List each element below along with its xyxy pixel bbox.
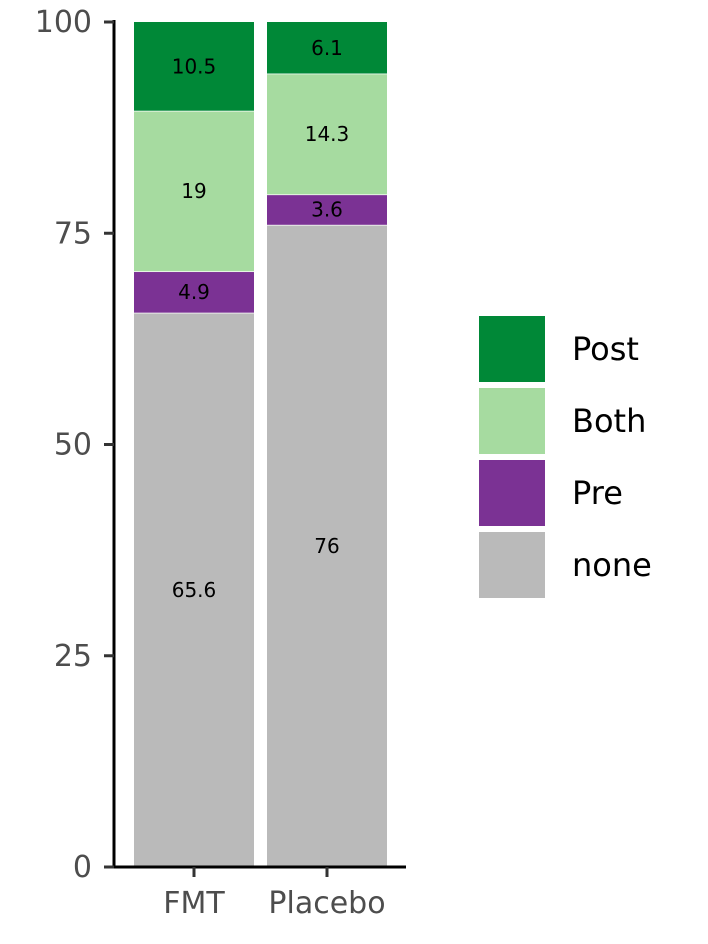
data-labels-layer: 65.6 4.9 19 10.5 76 3.6 14.3 6.1 bbox=[172, 36, 350, 602]
bar-fmt-none bbox=[134, 313, 254, 867]
axes-layer: 0 25 50 75 100 FMT Placebo bbox=[35, 5, 406, 921]
data-label-fmt-pre: 4.9 bbox=[178, 280, 210, 304]
legend-label-none: none bbox=[572, 546, 652, 584]
bar-fmt-pre bbox=[134, 272, 254, 313]
bar-placebo-both bbox=[267, 74, 387, 195]
legend: Post Both Pre none bbox=[479, 316, 652, 598]
y-tick-label: 75 bbox=[54, 216, 92, 251]
x-tick-label-fmt: FMT bbox=[163, 886, 225, 921]
bar-fmt-post bbox=[134, 22, 254, 111]
data-label-placebo-post: 6.1 bbox=[311, 36, 343, 60]
data-label-fmt-post: 10.5 bbox=[172, 54, 217, 78]
data-label-fmt-both: 19 bbox=[181, 179, 206, 203]
bar-placebo-pre bbox=[267, 195, 387, 225]
bar-placebo-post bbox=[267, 22, 387, 74]
data-label-placebo-pre: 3.6 bbox=[311, 198, 343, 222]
legend-key-both bbox=[479, 388, 545, 454]
y-tick-label: 100 bbox=[35, 5, 92, 40]
y-tick-label: 50 bbox=[54, 428, 92, 463]
legend-label-pre: Pre bbox=[572, 474, 623, 512]
bars-layer bbox=[134, 22, 387, 868]
data-label-fmt-none: 65.6 bbox=[172, 578, 217, 602]
data-label-placebo-none: 76 bbox=[314, 534, 339, 558]
legend-key-post bbox=[479, 316, 545, 382]
bar-placebo-none bbox=[267, 225, 387, 868]
x-tick-label-placebo: Placebo bbox=[268, 886, 385, 921]
y-tick-label: 0 bbox=[73, 850, 92, 885]
data-label-placebo-both: 14.3 bbox=[305, 122, 350, 146]
legend-label-post: Post bbox=[572, 330, 639, 368]
legend-key-none bbox=[479, 532, 545, 598]
y-tick-label: 25 bbox=[54, 639, 92, 674]
legend-label-both: Both bbox=[572, 402, 646, 440]
bar-fmt-both bbox=[134, 111, 254, 272]
legend-key-pre bbox=[479, 460, 545, 526]
